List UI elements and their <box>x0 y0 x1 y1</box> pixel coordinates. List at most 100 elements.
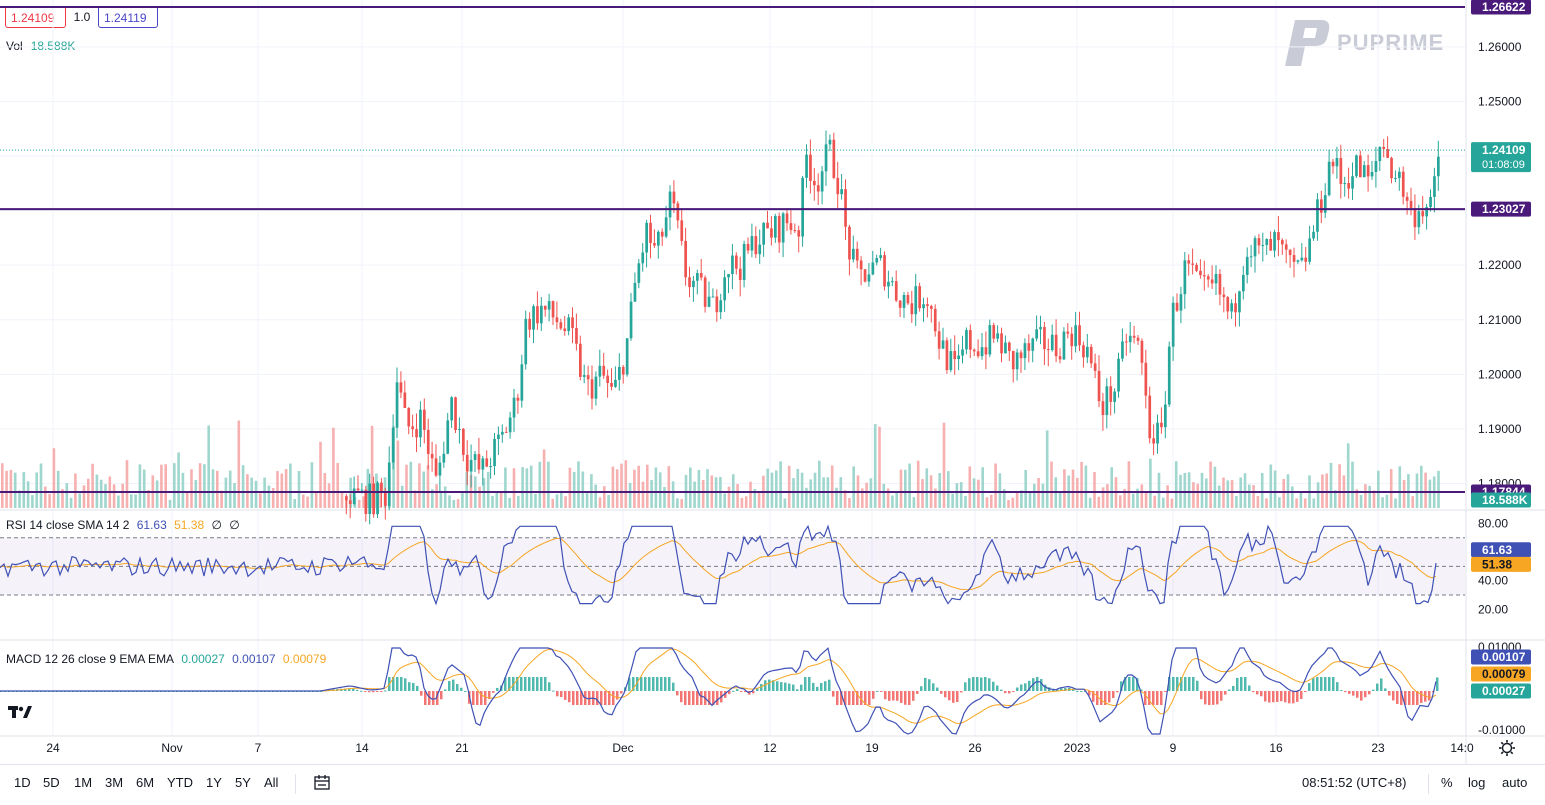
rsi-line <box>0 524 1437 606</box>
candle-body <box>727 274 730 278</box>
clock-time[interactable]: 08:51:52 (UTC+8) <box>1302 775 1407 790</box>
macd-histogram-bar <box>864 691 867 705</box>
candle-body <box>1312 231 1315 239</box>
tradingview-logo[interactable] <box>6 700 34 724</box>
date-range-icon[interactable] <box>313 774 331 797</box>
settings-gear-icon[interactable] <box>1499 740 1515 756</box>
macd-histogram-bar <box>708 691 711 705</box>
candle-body <box>668 191 672 218</box>
volume-bar <box>697 469 701 508</box>
range-5d[interactable]: 5D <box>43 775 60 790</box>
range-all[interactable]: All <box>264 775 279 790</box>
candle-body <box>1429 196 1432 208</box>
candle-body <box>1292 255 1296 262</box>
volume-bar <box>525 468 529 508</box>
candle-body <box>735 255 738 269</box>
candle-body <box>1152 438 1155 444</box>
lot-size-pill[interactable]: 1.0 <box>73 10 91 24</box>
candle-body <box>777 216 781 243</box>
candle-body <box>1082 345 1085 358</box>
macd-histogram-bar <box>1124 677 1127 691</box>
volume-bar <box>1351 461 1354 508</box>
range-6m[interactable]: 6M <box>136 775 155 790</box>
candle-body <box>879 255 882 258</box>
volume-bar <box>241 465 245 508</box>
macd-histogram-bar <box>1384 688 1387 691</box>
macd-histogram-bar <box>928 679 931 691</box>
macd-histogram-bar <box>812 682 815 691</box>
macd-histogram-bar <box>604 691 607 705</box>
candle-body <box>723 277 726 301</box>
volume-bar <box>585 493 589 508</box>
volume-bar <box>1153 495 1156 508</box>
volume-bar <box>1217 485 1221 508</box>
candle-body <box>750 236 754 251</box>
range-1m[interactable]: 1M <box>74 775 93 790</box>
candle-body <box>1401 171 1405 197</box>
candle-body <box>415 429 418 438</box>
volume-bar <box>112 484 116 508</box>
macd-histogram-bar <box>1228 689 1231 691</box>
volume-bar <box>1024 469 1027 508</box>
volume-bar <box>646 464 649 508</box>
chart-canvas[interactable]: 1.26000 1.25000 1.22000 1.21000 1.20000 1.190… <box>0 0 1545 764</box>
log-toggle[interactable]: log <box>1468 775 1486 790</box>
macd-histogram-bar <box>368 691 371 693</box>
candle-body <box>801 177 804 237</box>
macd-histogram-bar <box>1220 691 1223 701</box>
candle-body <box>1398 171 1401 178</box>
range-1y[interactable]: 1Y <box>206 775 222 790</box>
volume-bar <box>456 499 460 508</box>
macd-histogram-bar <box>1200 691 1203 700</box>
candle-body <box>1277 232 1280 241</box>
range-3m[interactable]: 3M <box>105 775 124 790</box>
macd-histogram-bar <box>908 691 911 705</box>
candle-body <box>774 216 777 238</box>
candle-body <box>1214 273 1218 284</box>
volume-bar <box>942 422 946 508</box>
volume-bar <box>517 495 520 508</box>
volume-bar <box>1381 497 1384 508</box>
candle-body <box>348 500 352 505</box>
range-1d[interactable]: 1D <box>14 775 31 790</box>
volume-bar <box>22 472 26 508</box>
macd-histogram-bar <box>1336 682 1339 691</box>
macd-histogram-bar <box>640 677 643 691</box>
candle-body <box>1265 238 1269 246</box>
percent-toggle[interactable]: % <box>1441 775 1453 790</box>
volume-bar <box>1205 478 1208 508</box>
candle-body <box>688 277 691 288</box>
candle-body <box>1066 331 1070 334</box>
volume-bar <box>693 481 696 508</box>
candle-body <box>828 139 832 145</box>
volume-bar <box>160 464 163 508</box>
macd-histogram-bar <box>652 677 655 691</box>
macd-histogram-bar <box>1216 691 1219 705</box>
macd-histogram-bar <box>728 691 731 695</box>
candle-body <box>875 257 879 263</box>
range-ytd[interactable]: YTD <box>167 775 193 790</box>
macd-legend[interactable]: MACD 12 26 close 9 EMA EMA 0.00027 0.001… <box>6 652 330 666</box>
candle-body <box>1132 335 1136 338</box>
candle-body <box>1343 183 1347 185</box>
macd-histogram-bar <box>376 691 379 692</box>
volume-bar <box>117 495 120 508</box>
macd-histogram-bar <box>916 691 919 694</box>
candle-body <box>352 488 356 505</box>
volume-bar <box>947 471 950 508</box>
volume-bar <box>366 468 370 508</box>
candle-body <box>395 382 399 428</box>
volume-bar <box>977 479 980 508</box>
macd-histogram-bar <box>792 684 795 691</box>
macd-histogram-bar <box>1060 688 1063 691</box>
rsi-legend[interactable]: RSI 14 close SMA 14 2 61.63 51.38 ∅ ∅ <box>6 518 244 532</box>
macd-histogram-bar <box>804 677 807 691</box>
macd-histogram-bar <box>1168 677 1171 691</box>
ask-price-pill[interactable]: 1.24119 <box>98 6 158 28</box>
range-5y[interactable]: 5Y <box>235 775 251 790</box>
candle-body <box>485 458 489 467</box>
auto-toggle[interactable]: auto <box>1502 775 1528 790</box>
macd-histogram-bar <box>736 689 739 691</box>
volume-bar <box>641 481 645 508</box>
bid-price-pill[interactable]: 1.24109 <box>5 6 66 28</box>
